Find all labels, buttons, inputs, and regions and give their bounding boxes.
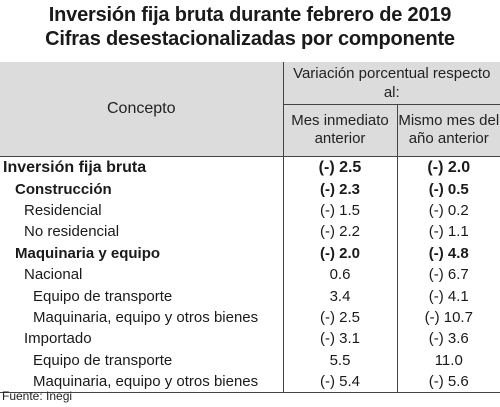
table-row: Importado (-) 3.1 (-) 3.6: [0, 328, 500, 350]
row-label: Maquinaria, equipo y otros bienes: [33, 308, 259, 326]
same-month-last-year-value: 11.0: [396, 349, 500, 371]
same-month-last-year-value: (-) 6.7: [396, 263, 500, 286]
same-month-last-year-value: (-) 5.6: [396, 370, 500, 394]
source-note: Fuente: Inegi: [2, 389, 73, 403]
row-label: Equipo de transporte: [33, 287, 173, 305]
row-label: Equipo de transporte: [33, 351, 173, 369]
previous-month-value: (-) 3.1: [282, 328, 397, 350]
table-body: Inversión fija bruta (-) 2.5 (-) 2.0 Constr…: [0, 156, 500, 394]
previous-month-value: 0.6: [282, 263, 397, 286]
previous-month-value: (-) 2.5: [282, 156, 397, 179]
previous-month-value: (-) 2.0: [282, 242, 397, 264]
row-label: Construcción: [15, 180, 112, 198]
previous-month-header: Mes inmediato anterior: [282, 104, 397, 158]
table-row: Maquinaria, equipo y otros bienes (-) 2.5…: [0, 306, 500, 329]
table-row: Nacional 0.6 (-) 6.7: [0, 263, 500, 286]
same-month-last-year-value: (-) 4.1: [396, 285, 500, 307]
row-label: Maquinaria y equipo: [15, 244, 161, 262]
table-row: Residencial (-) 1.5 (-) 0.2: [0, 199, 500, 222]
table-row: Maquinaria y equipo (-) 2.0 (-) 4.8: [0, 242, 500, 264]
row-label: Residencial: [24, 201, 102, 219]
row-label: Maquinaria, equipo y otros bienes: [0, 370, 283, 394]
same-month-last-year-header: Mismo mes del año anterior: [396, 104, 500, 158]
row-label: Inversión fija bruta: [3, 158, 147, 176]
row-label: No residencial: [24, 223, 120, 241]
previous-month-value: (-) 2.5: [282, 306, 397, 329]
same-month-last-year-value: (-) 4.8: [396, 242, 500, 264]
same-month-last-year-value: (-) 10.7: [396, 306, 500, 329]
title-block: Inversión fija bruta durante febrero de …: [0, 3, 500, 51]
variation-header: Variación porcentual respecto al:: [282, 62, 500, 105]
investment-table: Concepto Variación porcentual respecto a…: [0, 62, 500, 394]
same-month-last-year-value: (-) 1.1: [396, 221, 500, 243]
previous-month-value: (-) 5.4: [282, 370, 397, 394]
previous-month-value: (-) 1.5: [282, 199, 397, 222]
previous-month-value: 3.4: [282, 285, 397, 307]
concept-header: Concepto: [0, 62, 283, 157]
row-label: Importado: [24, 330, 92, 348]
table-row: No residencial (-) 2.2 (-) 1.1: [0, 221, 500, 243]
table-row: Maquinaria, equipo y otros bienes (-) 5.4…: [0, 370, 500, 394]
table-row: Equipo de transporte 3.4 (-) 4.1: [0, 285, 500, 307]
title-line-2: Cifras desestacionalizadas por component…: [45, 28, 455, 50]
row-label: Nacional: [24, 266, 83, 284]
previous-month-value: 5.5: [282, 349, 397, 371]
table-row: Inversión fija bruta (-) 2.5 (-) 2.0: [0, 156, 500, 179]
same-month-last-year-value: (-) 2.0: [396, 156, 500, 179]
same-month-last-year-value: (-) 3.6: [396, 328, 500, 350]
same-month-last-year-value: (-) 0.5: [396, 178, 500, 200]
title-line-1: Inversión fija bruta durante febrero de …: [48, 4, 452, 26]
page: Inversión fija bruta durante febrero de …: [0, 3, 500, 407]
table-row: Equipo de transporte 5.5 11.0: [0, 349, 500, 371]
previous-month-value: (-) 2.2: [282, 221, 397, 243]
table-row: Construcción (-) 2.3 (-) 0.5: [0, 178, 500, 200]
previous-month-value: (-) 2.3: [282, 178, 397, 200]
same-month-last-year-value: (-) 0.2: [396, 199, 500, 222]
